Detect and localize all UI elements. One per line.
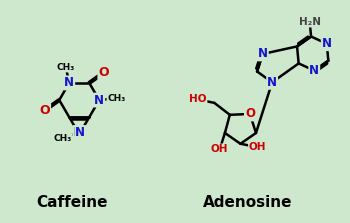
Text: OH: OH (249, 142, 266, 152)
Text: N: N (322, 37, 332, 50)
Text: CH₃: CH₃ (53, 134, 71, 143)
Text: Caffeine: Caffeine (36, 195, 107, 210)
Text: H₂N: H₂N (299, 17, 321, 27)
Text: N: N (75, 126, 85, 139)
Text: OH: OH (211, 144, 229, 154)
Text: N: N (258, 47, 268, 60)
Text: CH₃: CH₃ (57, 63, 75, 72)
Text: O: O (245, 107, 255, 120)
Text: Adenosine: Adenosine (203, 195, 292, 210)
Text: N: N (94, 94, 104, 107)
Text: N: N (309, 64, 319, 77)
Text: N: N (267, 76, 277, 89)
Text: N: N (73, 126, 83, 139)
Text: HO: HO (189, 95, 206, 104)
Text: N: N (64, 76, 74, 89)
Text: O: O (40, 104, 50, 117)
Text: CH₃: CH₃ (107, 94, 126, 103)
Text: O: O (98, 66, 109, 79)
